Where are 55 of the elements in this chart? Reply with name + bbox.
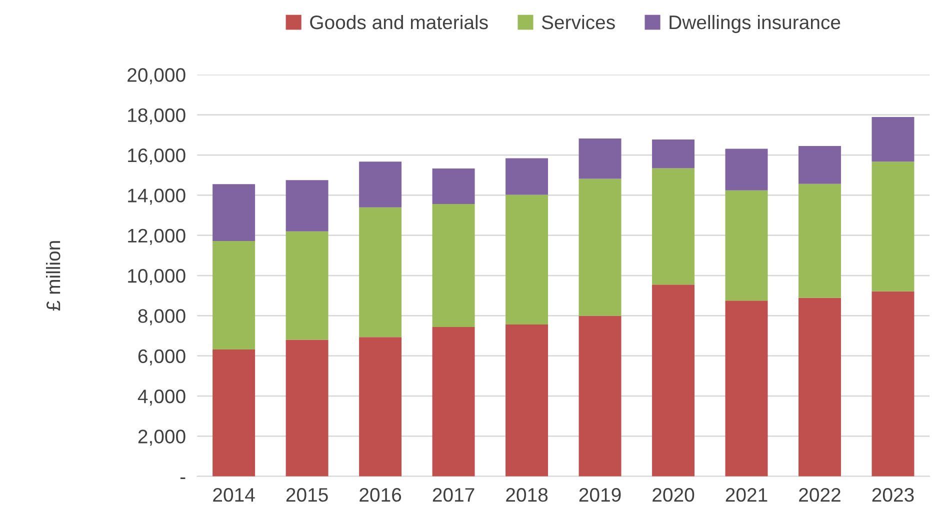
bar [725, 190, 768, 301]
y-tick-label: 18,000 [128, 108, 186, 124]
x-tick-label: 2023 [872, 488, 914, 502]
bar [286, 340, 328, 476]
bar [432, 168, 475, 204]
y-tick-label: 16,000 [128, 148, 186, 165]
x-tick-label: 2017 [432, 488, 474, 502]
bar [286, 231, 328, 340]
legend-label: Goods and materials [310, 14, 488, 30]
x-tick-label: 2019 [579, 488, 621, 502]
bar [652, 168, 695, 285]
y-tick-label: 10,000 [128, 268, 186, 286]
bar [359, 337, 402, 476]
bar [872, 291, 914, 476]
bar [798, 298, 841, 476]
bar [652, 284, 695, 476]
bar [359, 162, 402, 208]
bar [286, 180, 328, 232]
x-tick-label: 2018 [506, 488, 548, 502]
bar [212, 240, 256, 350]
bar [725, 300, 768, 476]
y-tick-label: 12,000 [128, 228, 186, 245]
legend-label: Services [542, 14, 615, 30]
bar [578, 316, 622, 476]
x-tick-label: 2016 [360, 488, 402, 502]
legend-label: Dwellings insurance [670, 14, 840, 34]
bar [578, 138, 622, 179]
bar [359, 207, 402, 338]
bar [432, 326, 475, 476]
y-axis-title: £ million [46, 241, 60, 311]
bar [725, 148, 768, 190]
x-tick-label: 2021 [726, 488, 768, 502]
y-tick-label: 14,000 [128, 188, 186, 205]
bar [212, 349, 256, 476]
x-tick-label: 2014 [213, 488, 255, 502]
y-tick-label: 6,000 [138, 349, 186, 366]
bar [506, 158, 548, 195]
y-tick-label: - [180, 477, 186, 480]
bar [432, 204, 475, 327]
y-tick-label: 4,000 [138, 390, 186, 406]
bar [506, 194, 548, 325]
x-tick-label: 2022 [799, 488, 840, 502]
y-tick-label: 20,000 [128, 68, 186, 84]
bar [506, 324, 548, 476]
bar [798, 146, 841, 184]
x-tick-label: 2015 [286, 488, 328, 502]
bar [212, 184, 256, 241]
bar [798, 184, 841, 298]
bar [872, 117, 914, 162]
bar [652, 140, 695, 168]
bar [578, 178, 622, 316]
x-tick-label: 2020 [652, 488, 694, 502]
bar [872, 162, 914, 292]
y-tick-label: 8,000 [138, 309, 186, 326]
y-tick-label: 2,000 [138, 430, 186, 446]
